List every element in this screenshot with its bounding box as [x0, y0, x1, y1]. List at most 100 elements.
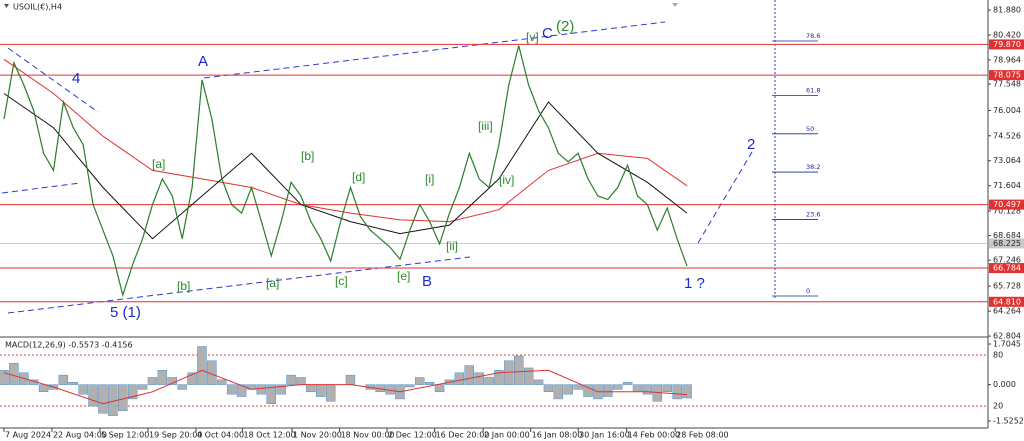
y-tick-label: 70.128 [993, 206, 1021, 215]
macd-bar [286, 374, 296, 385]
x-tick-label: 18 Oct 12:00 [244, 431, 296, 440]
macd-bar [266, 384, 276, 404]
wave-label: 1 ? [684, 275, 705, 292]
wave-label: 5 (1) [110, 304, 141, 321]
macd-bar [316, 384, 326, 397]
macd-bar [345, 374, 356, 385]
trendline [203, 21, 666, 79]
macd-bar [236, 384, 247, 397]
level-label: 79.870 [993, 40, 1021, 49]
macd-bar [682, 384, 692, 399]
macd-title: MACD(12,26,9) -0.5573 -0.4156 [5, 341, 133, 350]
macd-bar [415, 377, 425, 385]
x-tick-label: 18 Nov 00:00 [341, 431, 395, 440]
current-price-label: 68.225 [993, 239, 1021, 248]
trendline [1, 182, 81, 194]
current-price-box [989, 238, 1024, 249]
y-tick-label: 73.064 [993, 156, 1021, 165]
wave-label: 2 [747, 136, 755, 153]
marker [672, 3, 678, 7]
wave-label: [c] [335, 274, 348, 288]
x-tick-label: 1 Nov 20:00 [293, 431, 342, 440]
macd-bar [127, 384, 138, 400]
macd-tick-label: -1.5252 [993, 416, 1024, 425]
wave-label: [b] [301, 149, 314, 163]
y-tick-label: 80.420 [993, 31, 1021, 40]
macd-bar [583, 384, 593, 397]
fib-label: 0 [806, 287, 810, 295]
level-label: 70.497 [993, 200, 1021, 209]
macd-bar [157, 370, 168, 385]
fib-label: 23.6 [806, 210, 820, 218]
macd-bar [613, 384, 623, 390]
macd-bar [177, 384, 187, 390]
x-tick-label: 28 Feb 08:00 [676, 431, 728, 440]
fib-label: 38.2 [806, 163, 820, 171]
level-label-box [989, 39, 1024, 50]
x-tick-label: 19 Sep 20:00 [149, 431, 202, 440]
level-label: 66.784 [993, 264, 1021, 273]
y-tick-label: 81.880 [993, 6, 1021, 15]
macd-bar [0, 370, 9, 385]
macd-bar [88, 384, 98, 407]
macd-bar [494, 370, 504, 385]
x-tick-label: 14 Feb 00:00 [628, 431, 680, 440]
macd-bar [533, 379, 544, 385]
macd-bar [296, 377, 306, 385]
macd-bar [187, 372, 197, 385]
symbol-title: USOIL(€),H4 [13, 3, 62, 12]
macd-bar [325, 384, 336, 402]
fib-label: 50 [806, 125, 814, 133]
x-tick-label: 16 Dec 20:00 [436, 431, 490, 440]
macd-tick-label: 1.7045 [993, 339, 1021, 348]
level-label: 78.075 [993, 71, 1021, 80]
wave-label: [a] [266, 276, 279, 290]
macd-bar [38, 384, 49, 392]
wave-label: B [422, 273, 432, 290]
menu-arrow [4, 4, 9, 8]
macd-level-label: 80 [993, 351, 1003, 360]
x-tick-label: 7 Aug 2024 [5, 431, 51, 440]
level-label: 64.810 [993, 297, 1021, 306]
wave-label: [ii] [446, 239, 458, 253]
line [3, 45, 688, 298]
macd-bar [514, 355, 524, 385]
y-tick-label: 62.804 [993, 332, 1021, 341]
macd-bar [553, 384, 564, 400]
macd-bar [147, 377, 158, 385]
line [3, 369, 688, 405]
wave-label: (2) [556, 18, 574, 35]
wave-label: A [198, 53, 208, 70]
wave-label: 4 [72, 70, 80, 87]
level-label-box [989, 296, 1024, 307]
y-tick-label: 64.264 [993, 307, 1021, 316]
macd-bar [662, 384, 672, 392]
macd-bar [632, 384, 643, 392]
y-tick-label: 68.684 [993, 231, 1021, 240]
macd-bar [642, 384, 653, 395]
macd-bar [672, 384, 682, 400]
macd-bar [68, 382, 78, 385]
macd-bar [622, 382, 633, 385]
macd-bar [563, 384, 573, 395]
x-tick-label: 22 Aug 04:00 [53, 431, 107, 440]
y-tick-label: 71.604 [993, 181, 1021, 190]
wave-label: C [542, 25, 553, 42]
macd-bar [454, 372, 465, 385]
x-tick-label: 2 Dec 12:00 [388, 431, 437, 440]
macd-bar [424, 382, 435, 385]
line [3, 58, 688, 223]
wave-label: [i] [425, 172, 434, 186]
wave-label: [v] [526, 30, 539, 44]
y-tick-label: 74.526 [993, 131, 1021, 140]
x-tick-label: 2 Jan 00:00 [484, 431, 530, 440]
wave-label: [iii] [478, 119, 493, 133]
macd-bar [197, 346, 207, 385]
level-label-box [989, 70, 1024, 81]
x-tick-label: 30 Jan 16:00 [579, 431, 630, 440]
fib-label: 61.8 [806, 87, 820, 95]
macd-bar [306, 384, 316, 392]
macd-bar [276, 384, 286, 395]
macd-bar [603, 384, 613, 397]
